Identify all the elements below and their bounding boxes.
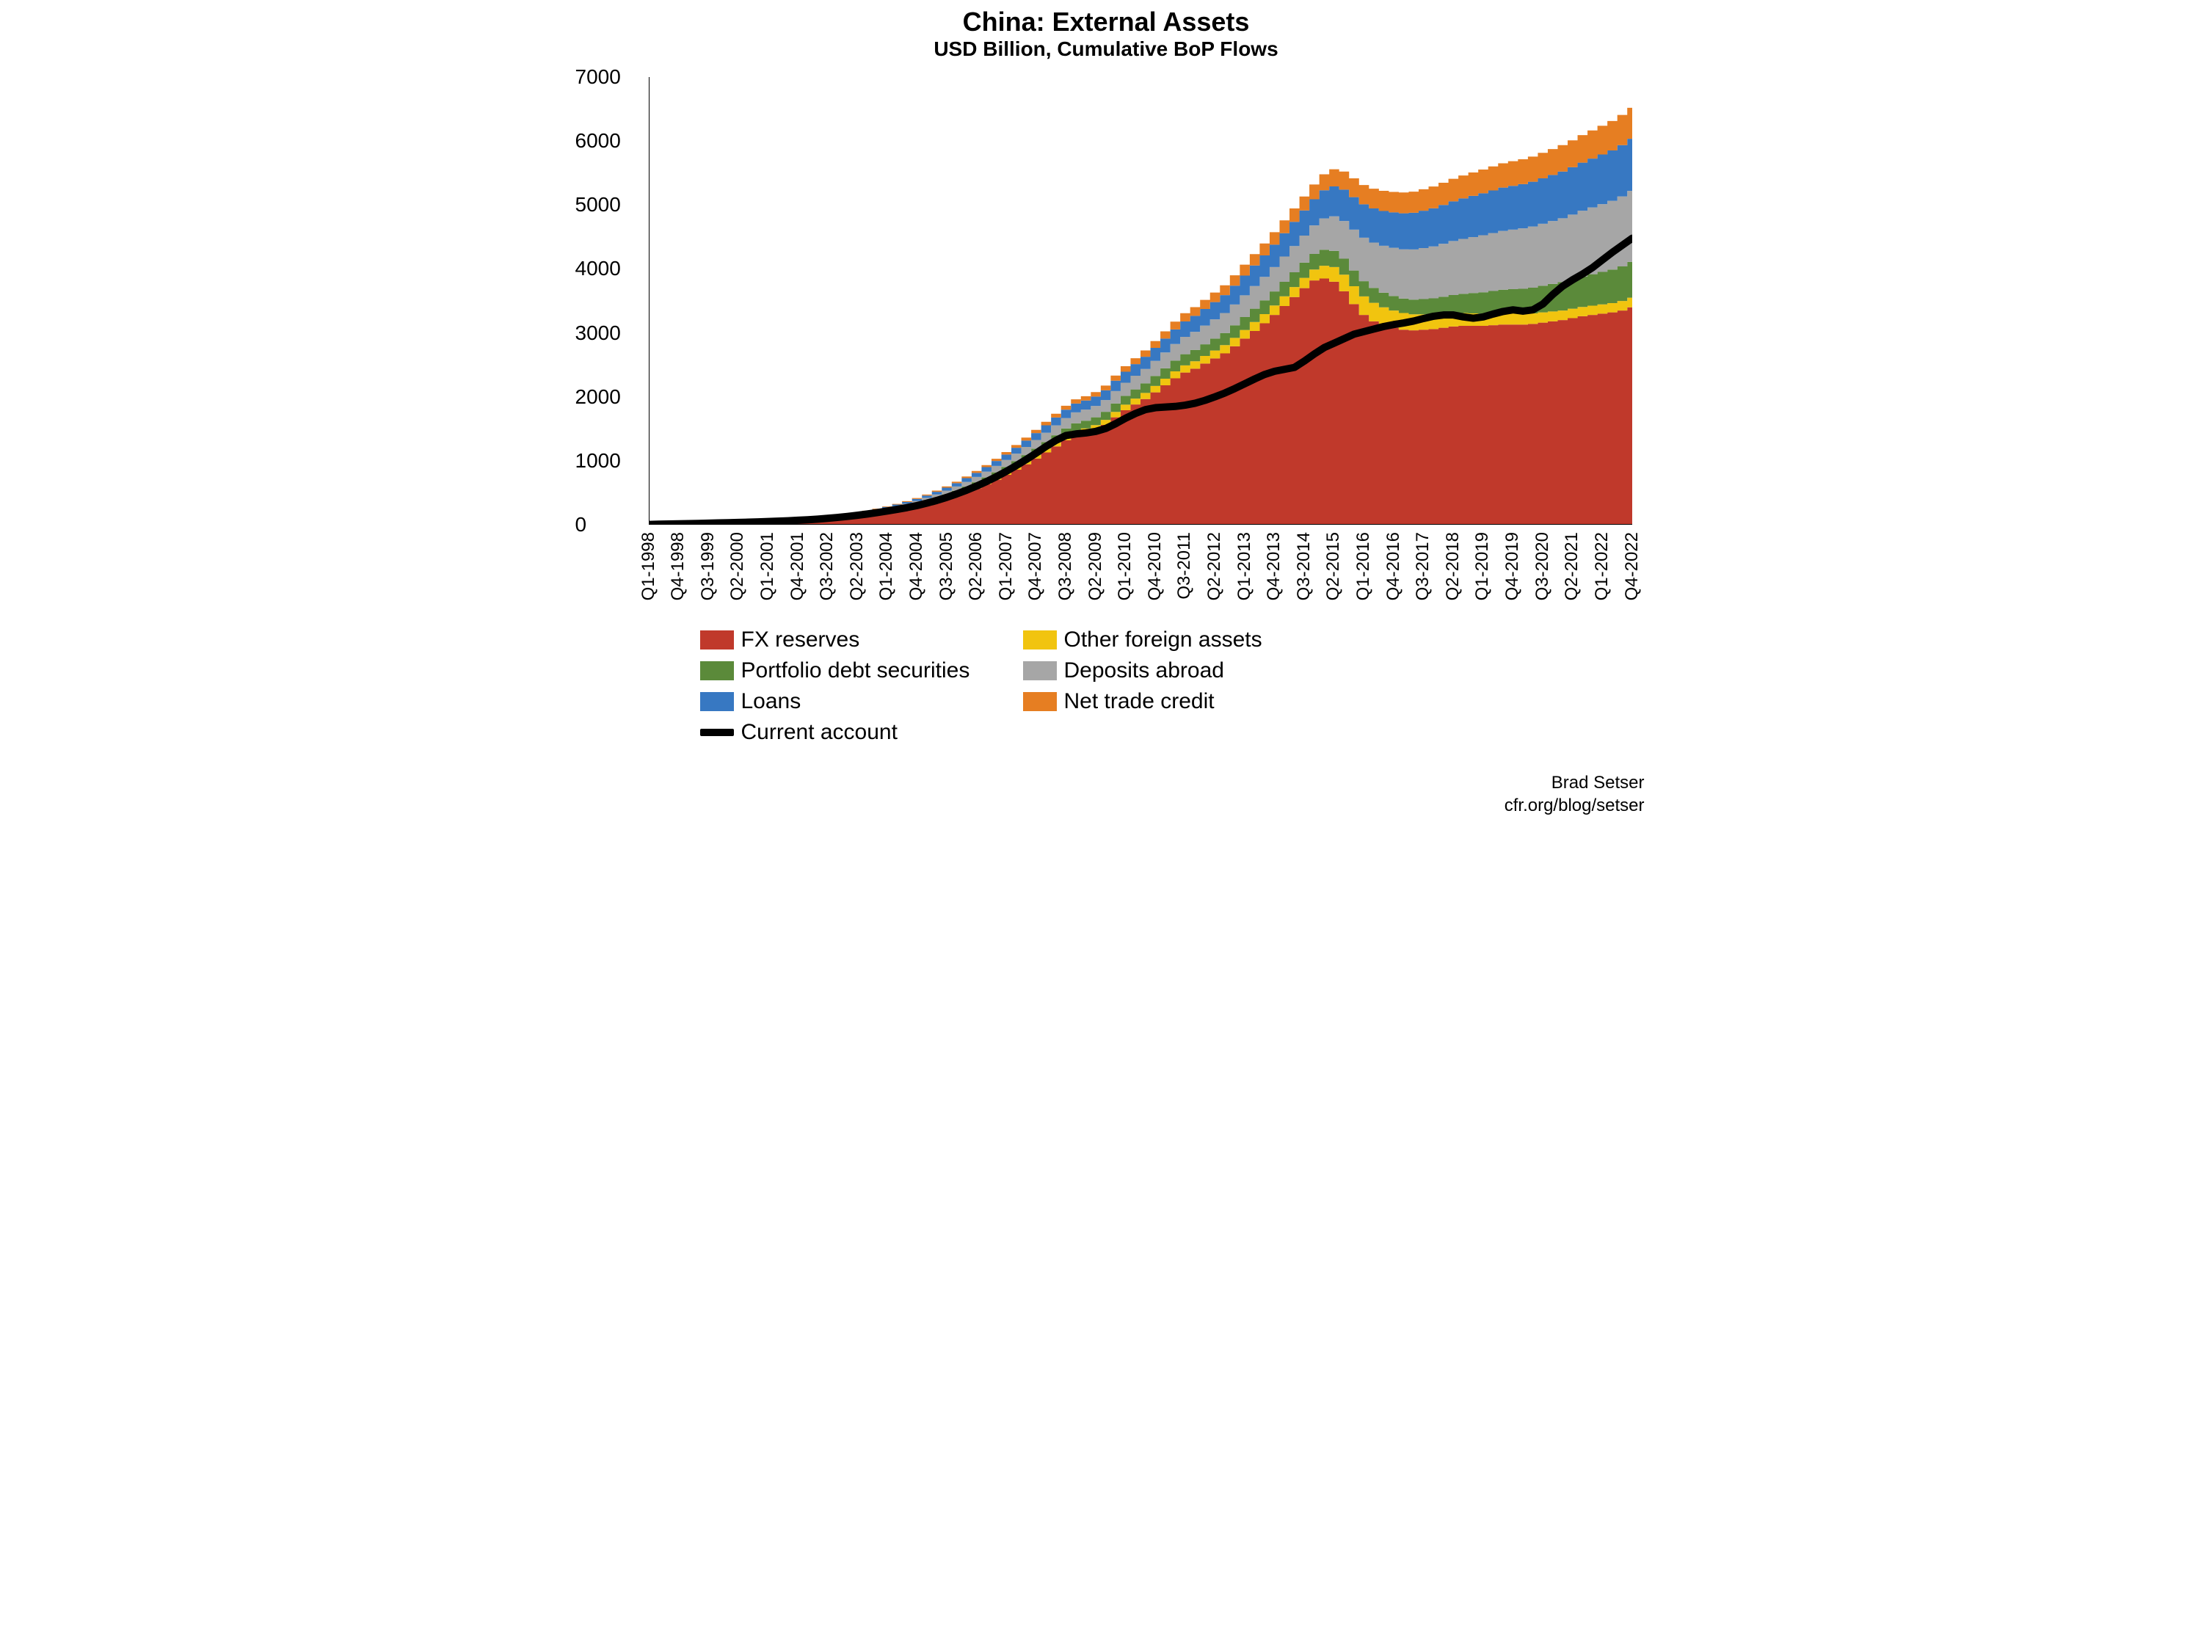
legend-swatch	[700, 630, 734, 649]
x-tick-label: Q3-1999	[698, 532, 718, 600]
attribution: Brad Setser cfr.org/blog/setser	[1505, 771, 1645, 817]
chart-area: 01000200030004000500060007000 Q1-1998Q4-…	[575, 70, 1640, 620]
x-tick-label: Q4-2010	[1145, 532, 1165, 600]
x-tick-label: Q4-2004	[906, 532, 927, 600]
x-tick-label: Q3-2014	[1294, 532, 1314, 600]
x-tick-label: Q1-2016	[1353, 532, 1374, 600]
x-tick-label: Q4-2007	[1025, 532, 1046, 600]
x-tick-label: Q3-2005	[936, 532, 957, 600]
x-tick-label: Q3-2017	[1413, 532, 1433, 600]
x-tick-label: Q4-2016	[1383, 532, 1404, 600]
attribution-source: cfr.org/blog/setser	[1505, 794, 1645, 817]
y-tick-label: 3000	[575, 321, 634, 345]
chart-page: { "chart": { "type": "stacked-area-with-…	[553, 0, 1659, 826]
x-tick-label: Q4-2019	[1502, 532, 1523, 600]
legend-swatch	[700, 661, 734, 680]
x-tick-label: Q2-2009	[1085, 532, 1106, 600]
legend-item-loans: Loans	[700, 689, 979, 714]
x-tick-label: Q2-2021	[1562, 532, 1582, 600]
y-tick-label: 6000	[575, 129, 634, 153]
x-axis-labels: Q1-1998Q4-1998Q3-1999Q2-2000Q1-2001Q4-20…	[649, 528, 1632, 620]
legend-item-net_trade_credit: Net trade credit	[1023, 689, 1302, 714]
chart-svg	[649, 77, 1632, 525]
y-tick-label: 4000	[575, 257, 634, 280]
legend-label: Other foreign assets	[1064, 627, 1262, 652]
chart-title: China: External Assets	[553, 7, 1659, 37]
x-tick-label: Q1-2001	[757, 532, 778, 600]
x-tick-label: Q2-2015	[1323, 532, 1344, 600]
x-tick-label: Q3-2002	[817, 532, 837, 600]
x-tick-label: Q2-2006	[966, 532, 986, 600]
y-axis-labels: 01000200030004000500060007000	[575, 70, 641, 620]
legend-swatch	[1023, 692, 1057, 711]
y-tick-label: 0	[575, 513, 634, 536]
attribution-author: Brad Setser	[1505, 771, 1645, 794]
legend-item-other_foreign: Other foreign assets	[1023, 627, 1302, 652]
legend: FX reserves Other foreign assets Portfolio…	[700, 627, 1615, 745]
plot-area	[649, 77, 1632, 525]
x-tick-label: Q1-2019	[1472, 532, 1493, 600]
x-tick-label: Q2-2012	[1204, 532, 1225, 600]
y-tick-label: 7000	[575, 65, 634, 89]
x-tick-label: Q4-1998	[668, 532, 688, 600]
x-tick-label: Q4-2013	[1264, 532, 1284, 600]
legend-item-current_account: Current account	[700, 720, 979, 745]
x-tick-label: Q2-2000	[727, 532, 748, 600]
y-tick-label: 5000	[575, 193, 634, 216]
legend-label: FX reserves	[741, 627, 860, 652]
legend-label: Loans	[741, 689, 801, 714]
legend-label: Deposits abroad	[1064, 658, 1224, 683]
legend-item-deposits_abroad: Deposits abroad	[1023, 658, 1302, 683]
x-tick-label: Q1-2004	[876, 532, 897, 600]
chart-subtitle: USD Billion, Cumulative BoP Flows	[553, 38, 1659, 61]
y-tick-label: 2000	[575, 385, 634, 409]
legend-swatch	[700, 729, 734, 736]
x-tick-label: Q1-2013	[1234, 532, 1255, 600]
legend-swatch	[1023, 630, 1057, 649]
x-tick-label: Q1-2007	[996, 532, 1016, 600]
legend-label: Portfolio debt securities	[741, 658, 970, 683]
y-tick-label: 1000	[575, 449, 634, 473]
legend-swatch	[700, 692, 734, 711]
legend-label: Current account	[741, 720, 898, 745]
x-tick-label: Q4-2001	[787, 532, 808, 600]
x-tick-label: Q2-2003	[847, 532, 867, 600]
x-tick-label: Q4-2022	[1622, 532, 1642, 600]
x-tick-label: Q1-2010	[1115, 532, 1135, 600]
x-tick-label: Q1-2022	[1592, 532, 1612, 600]
title-block: China: External Assets USD Billion, Cumu…	[553, 0, 1659, 60]
legend-swatch	[1023, 661, 1057, 680]
x-tick-label: Q3-2011	[1174, 532, 1195, 600]
x-tick-label: Q2-2018	[1443, 532, 1463, 600]
x-tick-label: Q3-2008	[1055, 532, 1076, 600]
x-tick-label: Q1-1998	[639, 532, 659, 600]
legend-item-fx_reserves: FX reserves	[700, 627, 979, 652]
legend-item-portfolio_debt: Portfolio debt securities	[700, 658, 979, 683]
x-tick-label: Q3-2020	[1532, 532, 1553, 600]
legend-label: Net trade credit	[1064, 689, 1215, 714]
